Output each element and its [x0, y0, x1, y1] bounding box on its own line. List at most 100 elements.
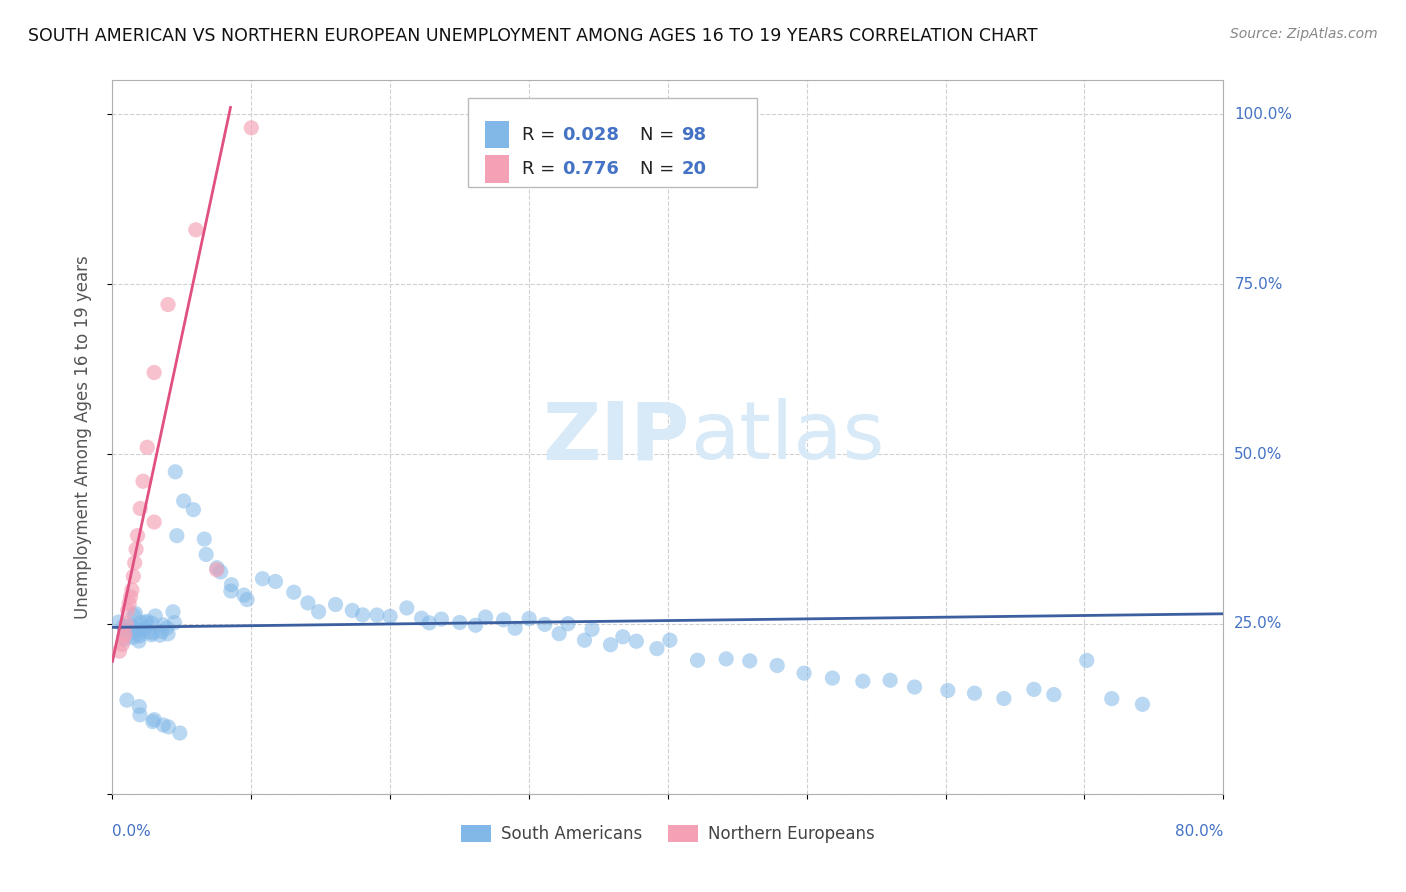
Text: Source: ZipAtlas.com: Source: ZipAtlas.com [1230, 27, 1378, 41]
Point [142, 714, 165, 729]
Point [581, 622, 603, 636]
Point [173, 494, 195, 508]
Text: 98: 98 [681, 126, 706, 144]
Point [132, 475, 155, 489]
Point [308, 605, 330, 619]
Point [852, 674, 875, 689]
Point [127, 528, 149, 542]
Point [993, 691, 1015, 706]
Point [114, 627, 136, 641]
Point [136, 440, 159, 454]
Y-axis label: Unemployment Among Ages 16 to 19 years: Unemployment Among Ages 16 to 19 years [73, 255, 91, 619]
Bar [485, 121, 509, 148]
Point [474, 610, 496, 624]
Point [115, 693, 138, 707]
Point [114, 624, 136, 638]
Point [122, 569, 145, 583]
Point [464, 618, 486, 632]
Point [166, 529, 188, 543]
Point [686, 653, 709, 667]
Point [162, 605, 184, 619]
Point [574, 633, 596, 648]
Point [129, 501, 152, 516]
Point [219, 584, 242, 599]
Point [264, 574, 287, 589]
Bar [485, 155, 509, 183]
Point [134, 621, 156, 635]
Point [378, 609, 401, 624]
Point [157, 627, 180, 641]
Point [548, 626, 571, 640]
Point [738, 654, 761, 668]
Point [766, 658, 789, 673]
Point [903, 680, 925, 694]
Point [157, 297, 180, 311]
Point [1101, 691, 1123, 706]
Text: R =: R = [523, 160, 561, 178]
Point [152, 618, 174, 632]
Text: 100.0%: 100.0% [1234, 107, 1292, 122]
Text: 20: 20 [681, 160, 706, 178]
Text: SOUTH AMERICAN VS NORTHERN EUROPEAN UNEMPLOYMENT AMONG AGES 16 TO 19 YEARS CORRE: SOUTH AMERICAN VS NORTHERN EUROPEAN UNEM… [28, 27, 1038, 45]
Point [163, 615, 186, 630]
Point [169, 726, 191, 740]
Point [209, 565, 232, 579]
Point [122, 620, 145, 634]
Point [879, 673, 901, 688]
Point [115, 617, 138, 632]
Point [127, 627, 149, 641]
Point [1022, 682, 1045, 697]
Point [325, 598, 347, 612]
Point [517, 611, 540, 625]
Point [645, 641, 668, 656]
Point [143, 366, 166, 380]
Point [793, 666, 815, 681]
Point [297, 596, 319, 610]
Text: R =: R = [523, 126, 561, 144]
Point [138, 624, 160, 639]
Point [205, 563, 228, 577]
Point [240, 120, 263, 135]
Point [252, 572, 274, 586]
Text: 75.0%: 75.0% [1234, 277, 1282, 292]
Point [205, 560, 228, 574]
Point [121, 582, 143, 597]
Text: N =: N = [640, 126, 681, 144]
Point [936, 683, 959, 698]
Legend: South Americans, Northern Europeans: South Americans, Northern Europeans [454, 818, 882, 850]
Point [156, 621, 179, 635]
Point [221, 577, 243, 591]
Point [129, 615, 152, 630]
Point [1076, 653, 1098, 667]
Point [112, 631, 135, 645]
Point [411, 611, 433, 625]
Point [129, 707, 152, 722]
Point [120, 618, 142, 632]
Text: 50.0%: 50.0% [1234, 447, 1282, 461]
Point [143, 515, 166, 529]
Point [128, 629, 150, 643]
Point [599, 638, 621, 652]
Point [141, 616, 163, 631]
Point [128, 623, 150, 637]
Text: 0.0%: 0.0% [112, 824, 152, 839]
Text: 0.028: 0.028 [562, 126, 619, 144]
Point [143, 609, 166, 624]
Point [492, 613, 515, 627]
Text: N =: N = [640, 160, 681, 178]
Point [193, 532, 215, 546]
Point [111, 637, 134, 651]
Point [195, 548, 218, 562]
FancyBboxPatch shape [468, 98, 756, 187]
Point [108, 644, 131, 658]
Point [152, 718, 174, 732]
Point [149, 628, 172, 642]
Point [183, 502, 205, 516]
Point [136, 614, 159, 628]
Point [503, 621, 526, 635]
Point [236, 592, 259, 607]
Point [128, 699, 150, 714]
Point [626, 634, 648, 648]
Point [418, 615, 440, 630]
Point [124, 607, 146, 621]
